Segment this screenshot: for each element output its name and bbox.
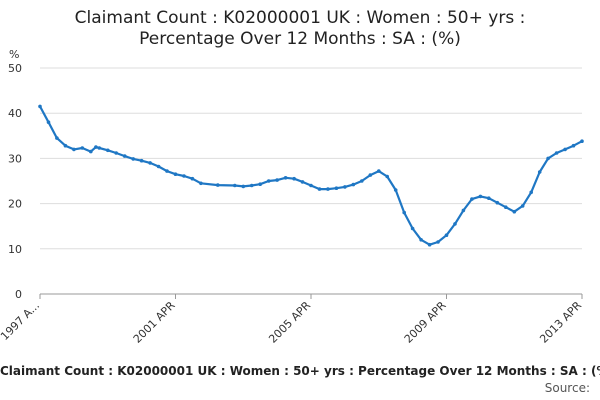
data-point-48 [453,222,457,226]
data-point-55 [512,209,517,214]
source-label: Source: [544,381,590,395]
y-tick-label-30: 30 [8,152,22,165]
data-point-0 [38,104,42,109]
data-point-4 [72,147,76,152]
data-point-24 [249,183,254,188]
data-point-21 [216,183,220,187]
x-tick-label-2: 2005 APR [266,299,313,346]
data-point-38 [368,173,373,177]
data-point-51 [478,194,483,199]
data-point-34 [334,186,339,190]
series-line [39,105,583,246]
data-point-17 [173,172,178,176]
y-axis-unit-label: % [9,48,19,61]
data-point-36 [351,182,356,187]
chart-title-line-2: Percentage Over 12 Months : SA : (%) [139,29,461,49]
data-point-1 [46,120,51,124]
y-tick-label-20: 20 [8,198,22,211]
x-tick-label-4: 2013 APR [537,299,584,346]
y-tick-label-50: 50 [8,62,22,75]
data-point-14 [148,161,152,165]
data-point-20 [199,181,203,186]
data-point-58 [537,170,542,174]
data-point-29 [292,176,296,181]
footer-caption: Claimant Count : K02000001 UK : Women : … [0,364,600,378]
data-point-6 [89,149,93,154]
data-point-35 [343,185,347,189]
data-point-8 [97,146,102,150]
data-point-10 [114,151,118,155]
data-point-56 [520,204,525,208]
data-point-5 [80,146,85,150]
x-tick-label-0: 1997 A... [0,299,42,343]
data-point-30 [300,180,305,184]
data-point-31 [309,183,313,188]
data-point-59 [546,156,550,161]
y-tick-label-10: 10 [8,243,22,256]
y-tick-label-40: 40 [8,107,22,120]
data-point-52 [487,196,491,200]
data-point-37 [360,179,364,183]
data-point-43 [410,226,415,231]
data-point-16 [165,169,169,173]
data-point-46 [436,240,440,244]
data-point-60 [554,151,559,155]
gridlines [40,67,582,250]
data-point-45 [427,242,432,247]
data-point-9 [106,148,110,153]
data-point-12 [131,157,135,161]
x-tick-label-3: 2009 APR [402,299,449,346]
data-point-61 [563,147,567,152]
data-point-25 [258,182,263,186]
data-point-19 [190,176,195,181]
data-point-62 [571,143,576,148]
data-point-13 [139,158,144,163]
x-tick-label-1: 2001 APR [131,299,178,346]
data-point-54 [504,205,508,209]
data-point-44 [419,238,423,242]
data-point-50 [470,197,474,201]
data-point-33 [326,187,330,191]
chart-title-line-1: Claimant Count : K02000001 UK : Women : … [74,8,526,28]
data-point-7 [94,145,98,149]
y-tick-label-0: 0 [15,288,22,301]
data-point-41 [393,188,398,192]
data-point-27 [275,178,279,182]
data-point-22 [233,183,237,188]
data-point-23 [241,184,246,189]
data-point-26 [266,179,271,183]
data-point-42 [402,210,407,215]
data-point-57 [529,190,533,195]
data-point-28 [283,176,288,180]
data-point-11 [122,154,127,158]
data-point-18 [182,174,186,178]
data-point-63 [580,139,584,143]
data-point-47 [444,233,449,237]
data-point-3 [63,143,68,148]
data-point-15 [156,164,161,169]
series-women-50-plus [38,104,584,247]
data-point-39 [377,169,381,173]
data-point-53 [495,200,500,205]
data-point-2 [55,136,59,140]
data-point-32 [317,187,322,191]
data-point-49 [461,208,466,213]
data-point-40 [385,174,390,179]
chart-title: Claimant Count : K02000001 UK : Women : … [0,8,600,50]
